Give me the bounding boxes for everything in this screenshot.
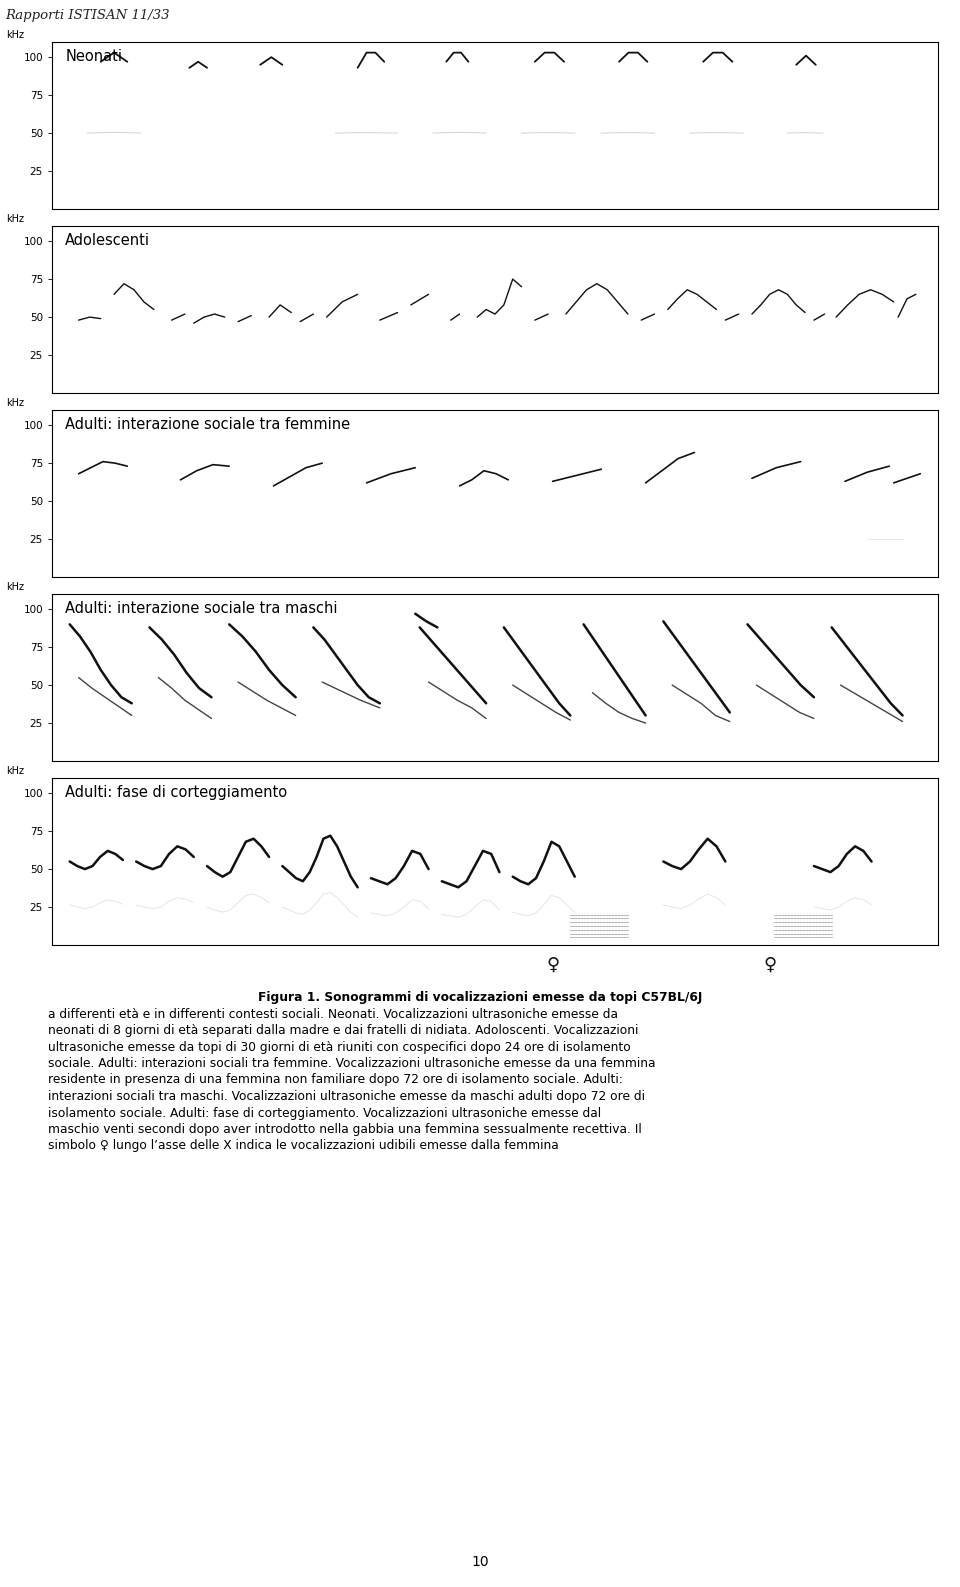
Text: maschio venti secondi dopo aver introdotto nella gabbia una femmina sessualmente: maschio venti secondi dopo aver introdot… [48,1124,641,1136]
Text: kHz: kHz [6,398,24,408]
Text: kHz: kHz [6,582,24,592]
Text: sociale. Adulti: interazioni sociali tra femmine. Vocalizzazioni ultrasoniche em: sociale. Adulti: interazioni sociali tra… [48,1057,656,1070]
Text: Neonati: Neonati [65,49,122,63]
Text: interazioni sociali tra maschi. Vocalizzazioni ultrasoniche emesse da maschi adu: interazioni sociali tra maschi. Vocalizz… [48,1090,645,1103]
Text: Adulti: fase di corteggiamento: Adulti: fase di corteggiamento [65,784,287,800]
Text: simbolo ♀ lungo l’asse delle X indica le vocalizzazioni udibili emesse dalla fem: simbolo ♀ lungo l’asse delle X indica le… [48,1139,559,1152]
Text: kHz: kHz [6,214,24,224]
Text: Figura 1. Sonogrammi di vocalizzazioni emesse da topi C57BL/6J: Figura 1. Sonogrammi di vocalizzazioni e… [258,990,702,1005]
Text: kHz: kHz [6,767,24,776]
Text: ♀: ♀ [546,955,559,974]
Text: isolamento sociale. Adulti: fase di corteggiamento. Vocalizzazioni ultrasoniche : isolamento sociale. Adulti: fase di cort… [48,1106,601,1119]
Text: ♀: ♀ [763,955,777,974]
Text: Adulti: interazione sociale tra maschi: Adulti: interazione sociale tra maschi [65,601,338,616]
Text: Adolescenti: Adolescenti [65,233,151,248]
Text: neonati di 8 giorni di età separati dalla madre e dai fratelli di nidiata. Adolo: neonati di 8 giorni di età separati dall… [48,1024,638,1036]
Text: ultrasoniche emesse da topi di 30 giorni di età riuniti con cospecifici dopo 24 : ultrasoniche emesse da topi di 30 giorni… [48,1041,631,1054]
Text: a differenti età e in differenti contesti sociali. Neonati. Vocalizzazioni ultra: a differenti età e in differenti contest… [48,1008,618,1020]
Text: residente in presenza di una femmina non familiare dopo 72 ore di isolamento soc: residente in presenza di una femmina non… [48,1073,623,1087]
Text: kHz: kHz [6,30,24,40]
Text: Rapporti ISTISAN 11/33: Rapporti ISTISAN 11/33 [5,10,170,22]
Text: Adulti: interazione sociale tra femmine: Adulti: interazione sociale tra femmine [65,417,350,432]
Text: 10: 10 [471,1555,489,1570]
